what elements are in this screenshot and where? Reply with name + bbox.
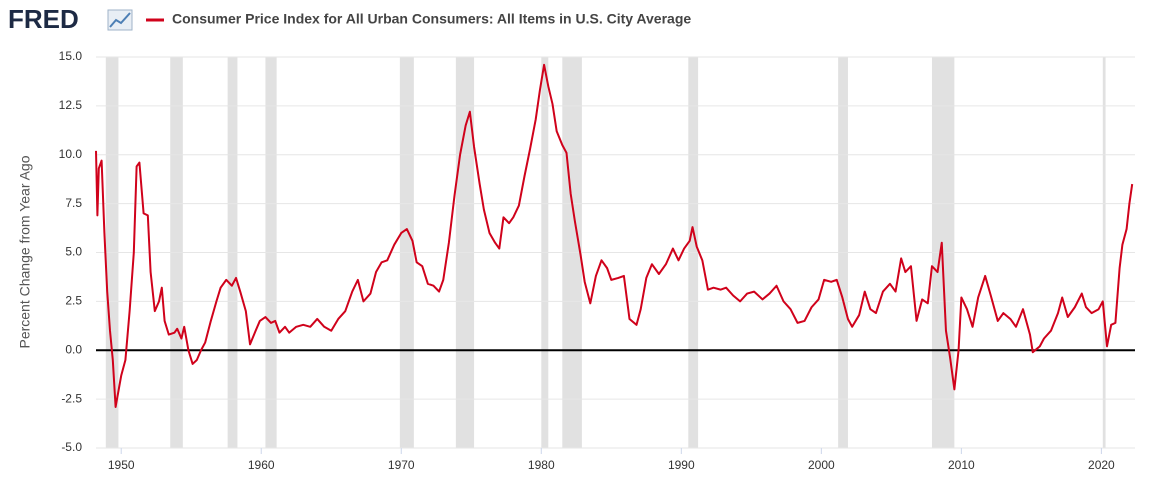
y-tick-label: 7.5 xyxy=(65,196,82,210)
x-tick-label: 1970 xyxy=(388,458,415,472)
x-tick-label: 1950 xyxy=(108,458,135,472)
y-tick-label: -5.0 xyxy=(61,440,82,454)
y-tick-label: -2.5 xyxy=(61,391,82,405)
logo-icon xyxy=(107,9,133,31)
y-tick-label: 2.5 xyxy=(65,294,82,308)
legend-label: Consumer Price Index for All Urban Consu… xyxy=(172,11,691,27)
x-tick-label: 2020 xyxy=(1088,458,1115,472)
data-line xyxy=(95,63,1134,408)
y-tick-label: 15.0 xyxy=(59,49,83,63)
x-tick-label: 1960 xyxy=(248,458,275,472)
x-tick-label: 1990 xyxy=(668,458,695,472)
x-tick-label: 2000 xyxy=(808,458,835,472)
x-tick-label: 1980 xyxy=(528,458,555,472)
logo: FRED xyxy=(8,4,79,34)
x-tick-label: 2010 xyxy=(948,458,975,472)
y-axis-label: Percent Change from Year Ago xyxy=(17,155,33,348)
y-tick-label: 10.0 xyxy=(59,147,83,161)
y-tick-label: 12.5 xyxy=(59,98,83,112)
y-tick-label: 0.0 xyxy=(65,342,82,356)
y-tick-label: 5.0 xyxy=(65,245,82,259)
